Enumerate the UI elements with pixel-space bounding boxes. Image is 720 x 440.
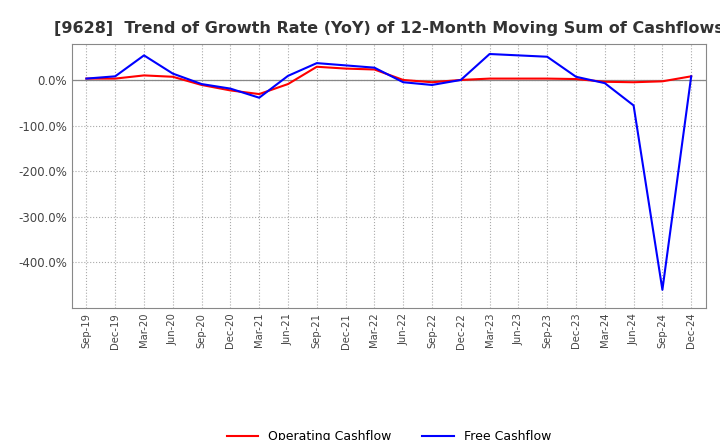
Title: [9628]  Trend of Growth Rate (YoY) of 12-Month Moving Sum of Cashflows: [9628] Trend of Growth Rate (YoY) of 12-… bbox=[54, 21, 720, 36]
Free Cashflow bbox=[312, 60, 321, 66]
Free Cashflow bbox=[197, 81, 206, 87]
Operating Cashflow bbox=[543, 76, 552, 81]
Free Cashflow bbox=[226, 86, 235, 91]
Free Cashflow bbox=[543, 54, 552, 59]
Operating Cashflow bbox=[197, 82, 206, 88]
Free Cashflow bbox=[600, 81, 609, 86]
Operating Cashflow bbox=[284, 81, 292, 87]
Operating Cashflow bbox=[111, 76, 120, 81]
Free Cashflow bbox=[514, 53, 523, 58]
Operating Cashflow bbox=[140, 73, 148, 78]
Operating Cashflow bbox=[255, 92, 264, 97]
Free Cashflow bbox=[370, 65, 379, 70]
Operating Cashflow bbox=[399, 77, 408, 83]
Free Cashflow bbox=[485, 51, 494, 57]
Operating Cashflow bbox=[312, 64, 321, 70]
Operating Cashflow bbox=[572, 77, 580, 82]
Operating Cashflow bbox=[658, 79, 667, 84]
Free Cashflow bbox=[629, 103, 638, 108]
Operating Cashflow bbox=[629, 80, 638, 85]
Free Cashflow bbox=[658, 287, 667, 293]
Free Cashflow bbox=[572, 74, 580, 79]
Free Cashflow bbox=[399, 80, 408, 85]
Free Cashflow bbox=[82, 76, 91, 81]
Operating Cashflow bbox=[687, 73, 696, 79]
Operating Cashflow bbox=[600, 79, 609, 84]
Operating Cashflow bbox=[82, 76, 91, 81]
Free Cashflow bbox=[168, 71, 177, 76]
Operating Cashflow bbox=[341, 66, 350, 71]
Free Cashflow bbox=[111, 73, 120, 79]
Free Cashflow bbox=[284, 73, 292, 78]
Free Cashflow bbox=[428, 82, 436, 88]
Free Cashflow bbox=[140, 53, 148, 58]
Operating Cashflow bbox=[370, 67, 379, 72]
Free Cashflow bbox=[341, 63, 350, 68]
Line: Free Cashflow: Free Cashflow bbox=[86, 54, 691, 290]
Free Cashflow bbox=[456, 77, 465, 83]
Free Cashflow bbox=[255, 95, 264, 100]
Operating Cashflow bbox=[428, 80, 436, 85]
Operating Cashflow bbox=[485, 76, 494, 81]
Free Cashflow bbox=[687, 73, 696, 79]
Operating Cashflow bbox=[226, 88, 235, 93]
Operating Cashflow bbox=[514, 76, 523, 81]
Operating Cashflow bbox=[168, 74, 177, 79]
Legend: Operating Cashflow, Free Cashflow: Operating Cashflow, Free Cashflow bbox=[222, 425, 556, 440]
Operating Cashflow bbox=[456, 77, 465, 83]
Line: Operating Cashflow: Operating Cashflow bbox=[86, 67, 691, 94]
